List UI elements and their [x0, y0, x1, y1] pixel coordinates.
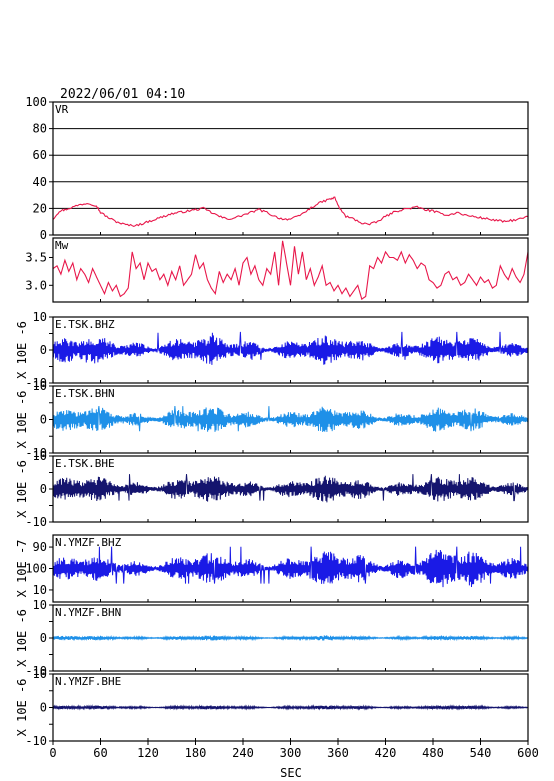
panel-3-ylabel: X 10E -6: [15, 391, 29, 449]
panel-3-series-line: [52, 406, 529, 433]
panel-1-series-line: [52, 240, 529, 301]
panel-4-ytick-label-2: 0: [40, 482, 47, 496]
x-axis-label: SEC: [280, 766, 302, 780]
panel-3-ytick-label-2: 0: [40, 413, 47, 427]
panel-0-ytick-label-0: 0: [40, 228, 47, 242]
panel-7-ytick-label-4: 10: [33, 667, 47, 681]
panel-7-ytick-label-2: 0: [40, 701, 47, 715]
x-axis-tick-label-9: 540: [470, 746, 492, 760]
panel-6-series-line: [52, 634, 529, 642]
panel-6-ytick-label-4: 10: [33, 598, 47, 612]
x-axis-tick-label-5: 300: [280, 746, 302, 760]
panel-5-series-line: [52, 546, 529, 588]
panel-0-series-line: [52, 196, 529, 228]
x-axis-tick-label-8: 480: [422, 746, 444, 760]
panel-5-ytick-label-0: 10: [33, 583, 47, 597]
panel-4-label: E.TSK.BHE: [55, 457, 115, 470]
panel-5-ylabel: X 10E -7: [15, 540, 29, 598]
panel-7-label: N.YMZF.BHE: [55, 675, 121, 688]
panel-5-ytick-label-2: 90: [33, 540, 47, 554]
panel-0-label: VR: [55, 103, 69, 116]
panel-6-ytick-label-0: -10: [25, 664, 47, 678]
panel-0-frame: [52, 101, 529, 236]
panel-2-series-line: [52, 331, 529, 365]
panel-4-ytick-label-0: -10: [25, 515, 47, 529]
x-axis-tick-label-3: 180: [185, 746, 207, 760]
panel-4-ytick-label-4: 10: [33, 449, 47, 463]
x-axis-tick-label-2: 120: [137, 746, 159, 760]
panel-0-ytick-label-3: 60: [33, 148, 47, 162]
panel-0-ytick-label-5: 100: [25, 95, 47, 109]
panel-3-ytick-label-4: 10: [33, 379, 47, 393]
panel-2-label: E.TSK.BHZ: [55, 318, 115, 331]
panel-0-ytick-label-1: 20: [33, 201, 47, 215]
panel-5-label: N.YMZF.BHZ: [55, 536, 122, 549]
timestamp-title: 2022/06/01 04:10: [60, 87, 185, 102]
panel-4-ylabel: X 10E -6: [15, 460, 29, 518]
panel-6-ylabel: X 10E -6: [15, 609, 29, 667]
panel-1-frame: [52, 237, 529, 303]
panel-7-ylabel: X 10E -6: [15, 679, 29, 737]
panel-0-ytick-label-2: 40: [33, 175, 47, 189]
panel-7-ytick-label-0: -10: [25, 734, 47, 748]
panel-7-series-line: [52, 704, 529, 711]
panel-1-ytick-label-1: 3.5: [25, 250, 47, 264]
panel-6-ytick-label-2: 0: [40, 631, 47, 645]
panel-1-label: Mw: [55, 239, 69, 252]
panel-3-ytick-label-0: -10: [25, 446, 47, 460]
x-axis-tick-label-10: 600: [517, 746, 539, 760]
x-axis-tick-label-6: 360: [327, 746, 349, 760]
panel-0-ytick-label-4: 80: [33, 122, 47, 136]
panel-1-ytick-label-0: 3.0: [25, 278, 47, 292]
panel-5-ytick-label-1: 100: [25, 562, 47, 576]
panel-4-series-line: [52, 474, 529, 503]
panel-6-label: N.YMZF.BHN: [55, 606, 121, 619]
x-axis-tick-label-7: 420: [375, 746, 397, 760]
x-axis-tick-label-0: 0: [49, 746, 56, 760]
panel-2-ylabel: X 10E -6: [15, 321, 29, 379]
x-axis-tick-label-4: 240: [232, 746, 254, 760]
x-axis-tick-label-1: 60: [93, 746, 107, 760]
panel-2-ytick-label-0: -10: [25, 376, 47, 390]
panel-2-ytick-label-4: 10: [33, 310, 47, 324]
panel-2-ytick-label-2: 0: [40, 343, 47, 357]
panel-3-label: E.TSK.BHN: [55, 387, 115, 400]
